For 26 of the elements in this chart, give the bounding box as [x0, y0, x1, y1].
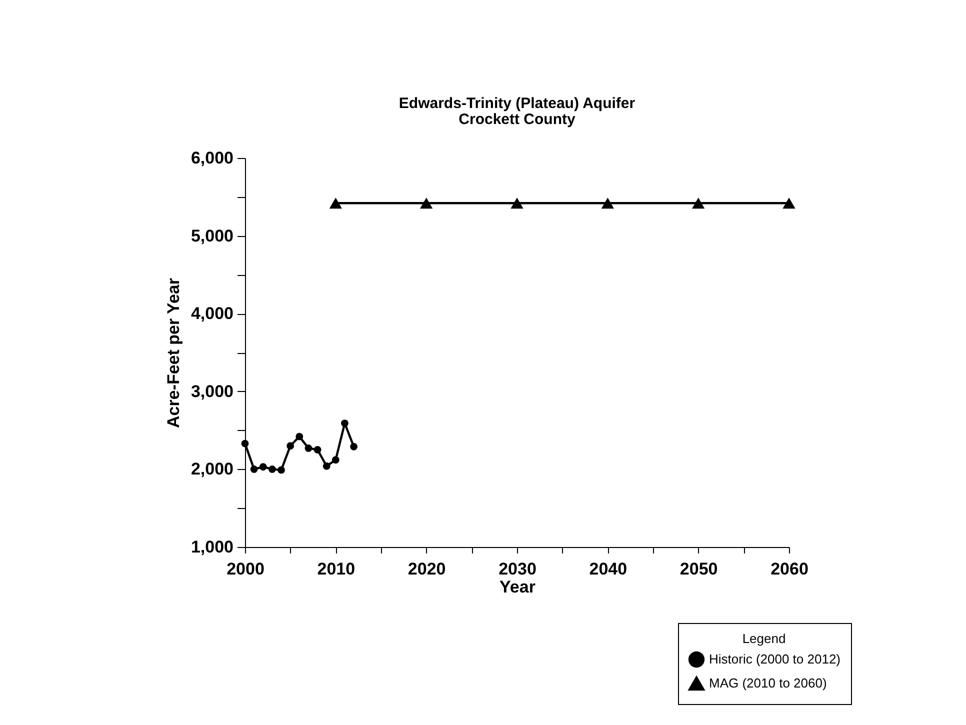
y-axis-title: Acre-Feet per Year — [164, 278, 183, 428]
point — [782, 198, 796, 209]
legend-label: Historic (2000 to 2012) — [709, 652, 841, 666]
y-tick-label: 5,000 — [190, 226, 234, 246]
x-tick-label: 2000 — [226, 560, 264, 578]
point — [420, 198, 433, 209]
legend-label: MAG (2010 to 2060) — [709, 676, 827, 690]
point — [601, 198, 614, 209]
x-tick-label: 2040 — [589, 560, 628, 578]
chart-subtitle: Crockett County — [458, 111, 576, 128]
point — [510, 198, 524, 209]
y-tick-label: 2,000 — [190, 460, 234, 479]
chart-title: Edwards-Trinity (Plateau) Aquifer — [398, 95, 636, 112]
x-axis-title: Year — [500, 578, 536, 596]
y-tick-label: 3,000 — [190, 382, 234, 401]
x-tick-label: 2030 — [498, 560, 536, 578]
y-tick-label: 6,000 — [190, 148, 234, 168]
point — [329, 198, 342, 209]
y-tick-label: 1,000 — [190, 538, 234, 556]
legend-title: Legend — [742, 631, 786, 646]
x-tick-label: 2010 — [317, 560, 356, 578]
x-tick-label: 2020 — [408, 560, 446, 578]
x-tick-label: 2060 — [770, 560, 808, 578]
x-tick-label: 2050 — [680, 560, 718, 578]
y-tick-label: 4,000 — [190, 304, 234, 324]
point — [692, 198, 705, 209]
